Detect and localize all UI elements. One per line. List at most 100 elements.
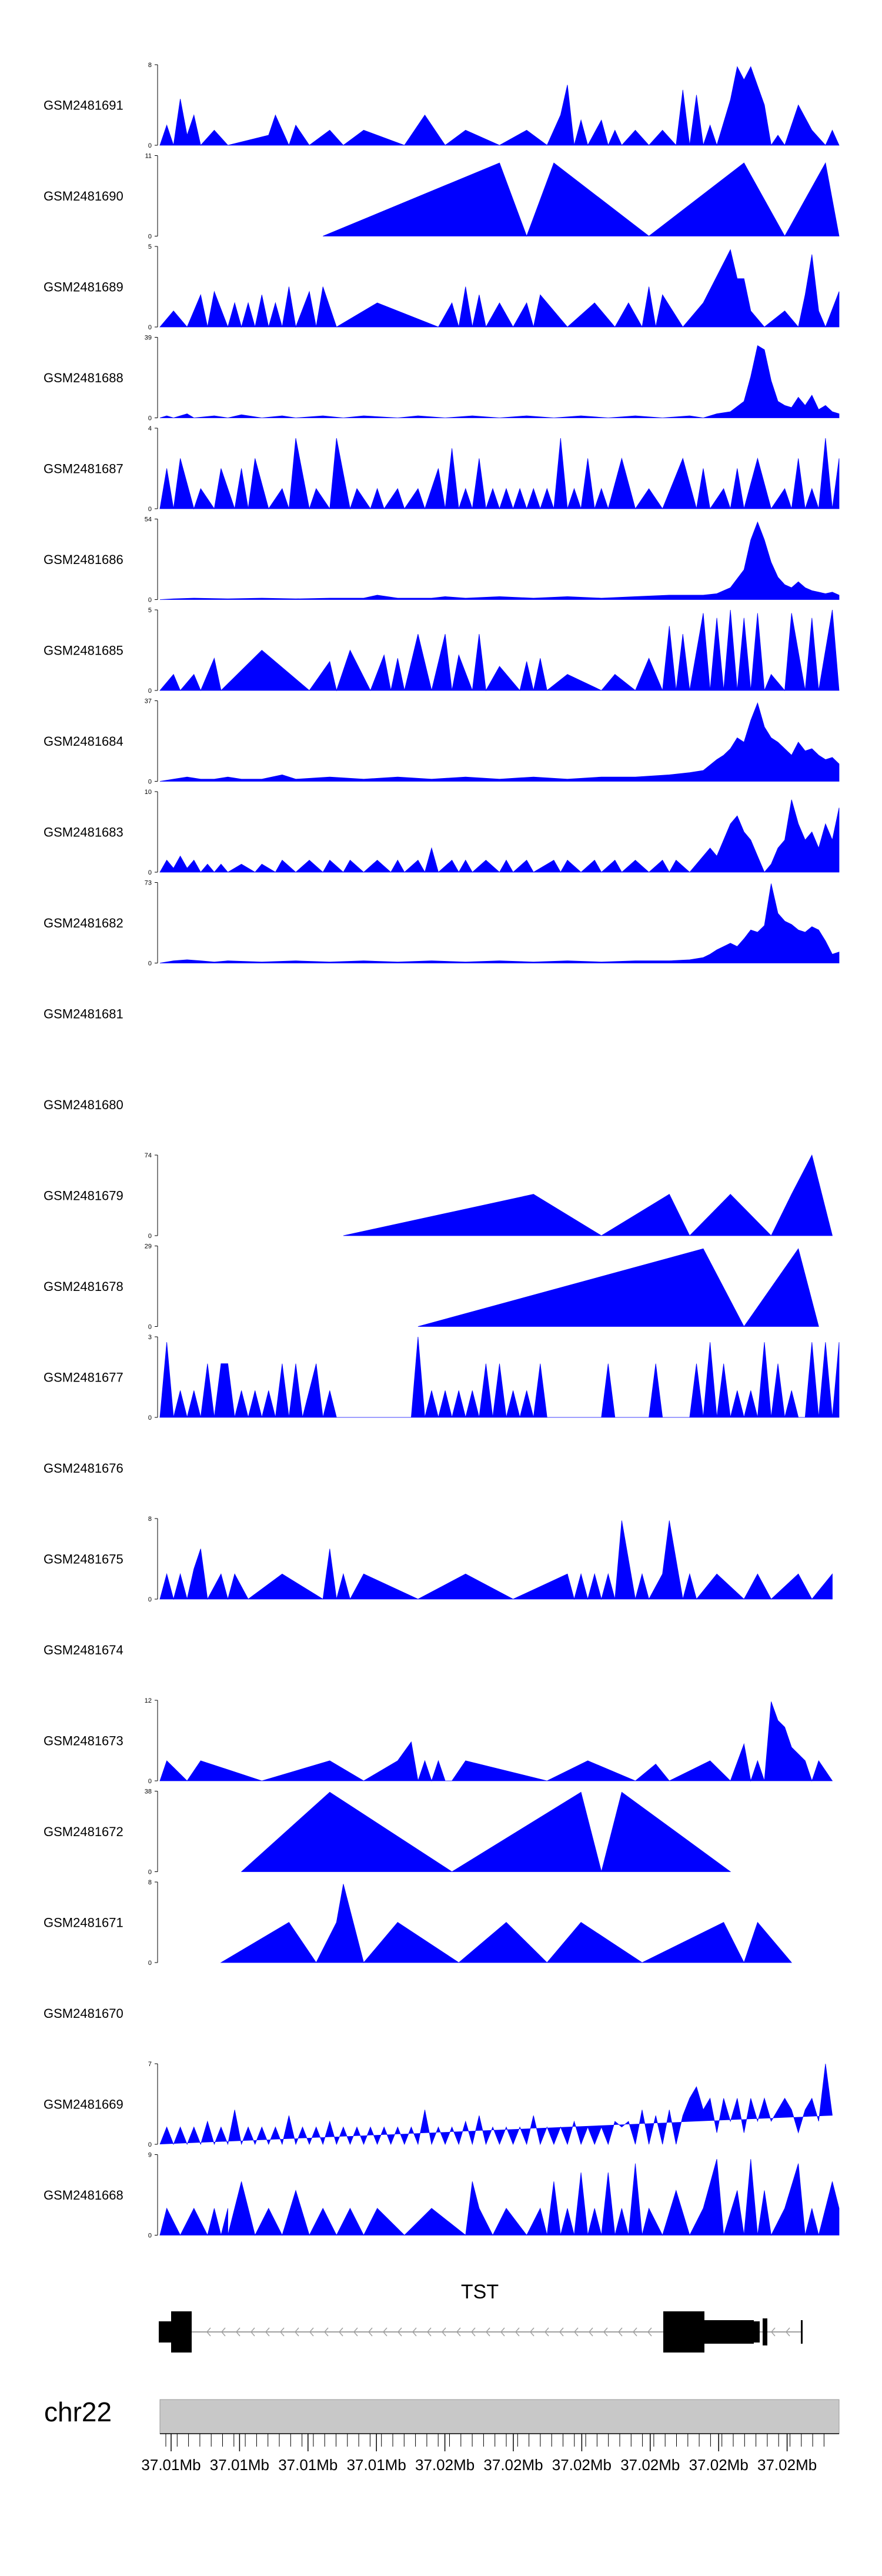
y-max-label: 3 (148, 1334, 152, 1341)
y-zero-label: 0 (148, 597, 152, 604)
track-GSM2481680: GSM2481680 (44, 1097, 123, 1112)
gene-exon (171, 2311, 192, 2353)
y-max-label: 12 (145, 1697, 152, 1704)
track-label: GSM2481689 (44, 280, 123, 295)
strand-arrow (427, 2327, 432, 2337)
strand-arrow (397, 2327, 402, 2337)
coverage-area (159, 2063, 833, 2145)
track-GSM2481682: GSM2481682 73 0 (44, 880, 840, 967)
track-GSM2481670: GSM2481670 (44, 2006, 123, 2021)
gene-exon (663, 2311, 704, 2353)
coverage-area (159, 609, 840, 692)
strand-arrow (589, 2327, 593, 2337)
strand-arrow (544, 2327, 549, 2337)
y-max-label: 10 (145, 789, 152, 796)
track-label: GSM2481684 (44, 734, 123, 749)
track-label: GSM2481678 (44, 1279, 123, 1294)
axis-tick-label: 37.02Mb (689, 2456, 749, 2474)
track-GSM2481685: GSM2481685 5 0 (44, 607, 840, 695)
y-zero-label: 0 (148, 1778, 152, 1785)
y-max-label: 37 (145, 698, 152, 705)
coverage-area (159, 438, 840, 510)
strand-arrow (368, 2327, 373, 2337)
strand-arrow (339, 2327, 343, 2337)
strand-arrow (383, 2327, 387, 2337)
strand-arrows (206, 2327, 790, 2337)
track-GSM2481688: GSM2481688 39 0 (44, 335, 840, 422)
strand-arrow (471, 2327, 476, 2337)
gene-label: TST (461, 2281, 499, 2303)
axis-tick-label: 37.01Mb (278, 2456, 338, 2474)
coverage-area (323, 162, 840, 237)
y-max-label: 39 (145, 335, 152, 342)
y-zero-label: 0 (148, 2141, 152, 2148)
y-max-label: 8 (148, 1879, 152, 1886)
track-GSM2481687: GSM2481687 4 0 (44, 425, 840, 513)
track-GSM2481668: GSM2481668 9 0 (44, 2152, 840, 2240)
y-zero-label: 0 (148, 1960, 152, 1967)
track-label: GSM2481671 (44, 1916, 123, 1930)
y-max-label: 73 (145, 880, 152, 887)
coverage-area (159, 249, 840, 328)
strand-arrow (618, 2327, 623, 2337)
strand-arrow (250, 2327, 255, 2337)
coverage-area (159, 521, 840, 600)
gene-utr-exon (159, 2321, 172, 2343)
track-GSM2481671: GSM2481671 8 0 (44, 1879, 793, 1967)
strand-arrow (456, 2327, 461, 2337)
y-zero-label: 0 (148, 324, 152, 331)
track-GSM2481673: GSM2481673 12 0 (44, 1697, 833, 1785)
track-label: GSM2481683 (44, 825, 123, 840)
y-zero-label: 0 (148, 779, 152, 786)
track-label: GSM2481676 (44, 1461, 123, 1476)
coverage-area (220, 1884, 793, 1964)
axis-tick-label: 37.02Mb (552, 2456, 612, 2474)
x-axis-ticks (165, 2434, 824, 2451)
strand-arrow (221, 2327, 226, 2337)
track-GSM2481678: GSM2481678 29 0 (44, 1243, 819, 1331)
coverage-area (159, 2158, 840, 2236)
axis-tick-label: 37.02Mb (483, 2456, 543, 2474)
track-label: GSM2481688 (44, 371, 123, 385)
track-GSM2481669: GSM2481669 7 0 (44, 2061, 833, 2148)
strand-arrow (295, 2327, 299, 2337)
coverage-area (159, 345, 840, 418)
y-zero-label: 0 (148, 1414, 152, 1422)
strand-arrow (486, 2327, 490, 2337)
strand-arrow (265, 2327, 270, 2337)
gene-utr-exon (754, 2321, 760, 2343)
track-label: GSM2481691 (44, 98, 123, 113)
y-zero-label: 0 (148, 1324, 152, 1331)
track-label: GSM2481670 (44, 2006, 123, 2021)
y-zero-label: 0 (148, 415, 152, 422)
track-GSM2481674: GSM2481674 (44, 1643, 123, 1657)
track-GSM2481691: GSM2481691 8 0 (44, 62, 840, 149)
strand-arrow (530, 2327, 534, 2337)
track-GSM2481686: GSM2481686 54 0 (44, 516, 840, 604)
axis-tick-label: 37.01Mb (210, 2456, 269, 2474)
gene-exon (704, 2320, 754, 2344)
y-max-label: 38 (145, 1788, 152, 1796)
strand-arrow (353, 2327, 358, 2337)
strand-arrow (633, 2327, 637, 2337)
coverage-area (159, 702, 840, 782)
track-label: GSM2481674 (44, 1643, 123, 1657)
y-zero-label: 0 (148, 1233, 152, 1240)
track-label: GSM2481679 (44, 1189, 123, 1203)
y-max-label: 11 (145, 153, 152, 160)
strand-arrow (206, 2327, 211, 2337)
track-GSM2481672: GSM2481672 38 0 (44, 1788, 731, 1876)
coverage-area (159, 799, 840, 873)
track-label: GSM2481690 (44, 189, 123, 203)
chromosome-ideogram: chr22 37.01Mb 37.01Mb 37.01Mb 37.01Mb 37.02M… (44, 2397, 840, 2474)
y-max-label: 8 (148, 62, 152, 69)
track-label: GSM2481669 (44, 2097, 123, 2112)
axis-tick-label: 37.02Mb (415, 2456, 475, 2474)
axis-tick-label: 37.01Mb (347, 2456, 406, 2474)
chromosome-label: chr22 (44, 2397, 112, 2427)
track-GSM2481689: GSM2481689 5 0 (44, 243, 840, 331)
gene-model-tst: TST (159, 2281, 803, 2353)
track-GSM2481683: GSM2481683 10 0 (44, 789, 840, 876)
track-label: GSM2481685 (44, 643, 123, 658)
